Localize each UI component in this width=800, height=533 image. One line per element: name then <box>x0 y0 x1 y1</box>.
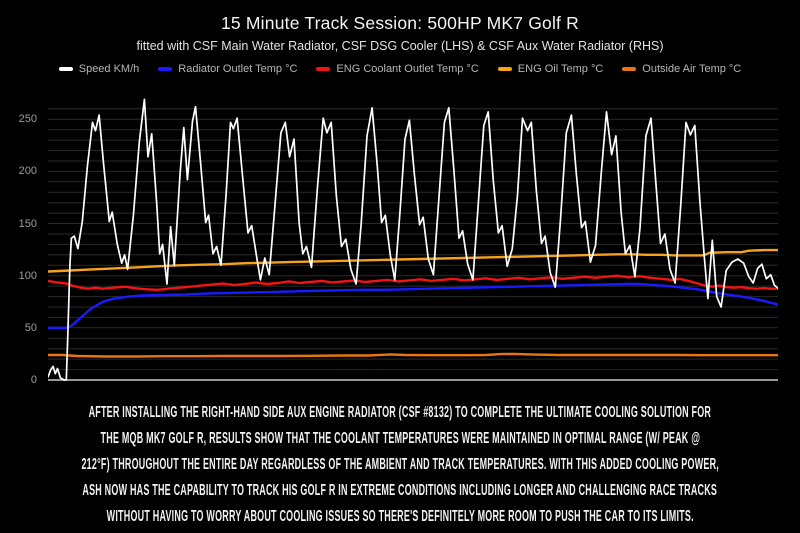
page-title: 15 Minute Track Session: 500HP MK7 Golf … <box>220 13 580 33</box>
chart-legend: Speed KM/h Radiator Outlet Temp °C ENG C… <box>0 63 800 75</box>
eng-coolant-line-swatch-icon <box>316 67 331 71</box>
legend-label: Radiator Outlet Temp °C <box>178 63 298 75</box>
caption-line: ASH NOW HAS THE CAPABILITY TO TRACK HIS … <box>82 482 718 499</box>
legend-item-outside-air: Outside Air Temp °C <box>622 63 741 75</box>
legend-label: ENG Coolant Outlet Temp °C <box>336 63 479 75</box>
legend-label: Speed KM/h <box>78 63 140 75</box>
legend-item-eng-oil: ENG Oil Temp °C <box>497 63 604 75</box>
legend-item-speed: Speed KM/h <box>58 63 140 75</box>
caption-line: AFTER INSTALLING THE RIGHT-HAND SIDE AUX… <box>88 404 712 421</box>
radiator-outlet-line-swatch-icon <box>158 67 173 71</box>
eng-oil-line-swatch-icon <box>497 67 512 71</box>
line-chart-plot <box>48 98 778 381</box>
series-outside-air-temp-c <box>48 352 778 358</box>
y-axis: 0 50 100 150 200 250 <box>0 0 43 533</box>
caption-block: AFTER INSTALLING THE RIGHT-HAND SIDE AUX… <box>0 400 800 530</box>
caption-line: WITHOUT HAVING TO WORRY ABOUT COOLING IS… <box>106 508 694 525</box>
y-axis-tick-label: 250 <box>18 113 37 126</box>
caption-line: 212°F) THROUGHOUT THE ENTIRE DAY REGARDL… <box>81 456 719 473</box>
page-subtitle: fitted with CSF Main Water Radiator, CSF… <box>136 39 664 53</box>
legend-item-eng-coolant: ENG Coolant Outlet Temp °C <box>316 63 479 75</box>
y-axis-tick-label: 50 <box>24 321 37 334</box>
outside-air-line-swatch-icon <box>622 67 637 71</box>
legend-label: Outside Air Temp °C <box>642 63 742 75</box>
series-speed-km-h <box>48 98 778 381</box>
speed-line-swatch-icon <box>58 67 73 71</box>
y-axis-tick-label: 200 <box>18 165 37 178</box>
y-axis-tick-label: 100 <box>18 269 37 282</box>
legend-item-radiator-outlet: Radiator Outlet Temp °C <box>158 63 297 75</box>
y-axis-tick-label: 150 <box>18 217 37 230</box>
caption-line: THE MQB MK7 GOLF R, RESULTS SHOW THAT TH… <box>100 430 700 447</box>
y-axis-tick-label: 0 <box>30 374 37 386</box>
legend-label: ENG Oil Temp °C <box>517 63 604 75</box>
series-eng-coolant-outlet-temp-c <box>48 274 778 292</box>
